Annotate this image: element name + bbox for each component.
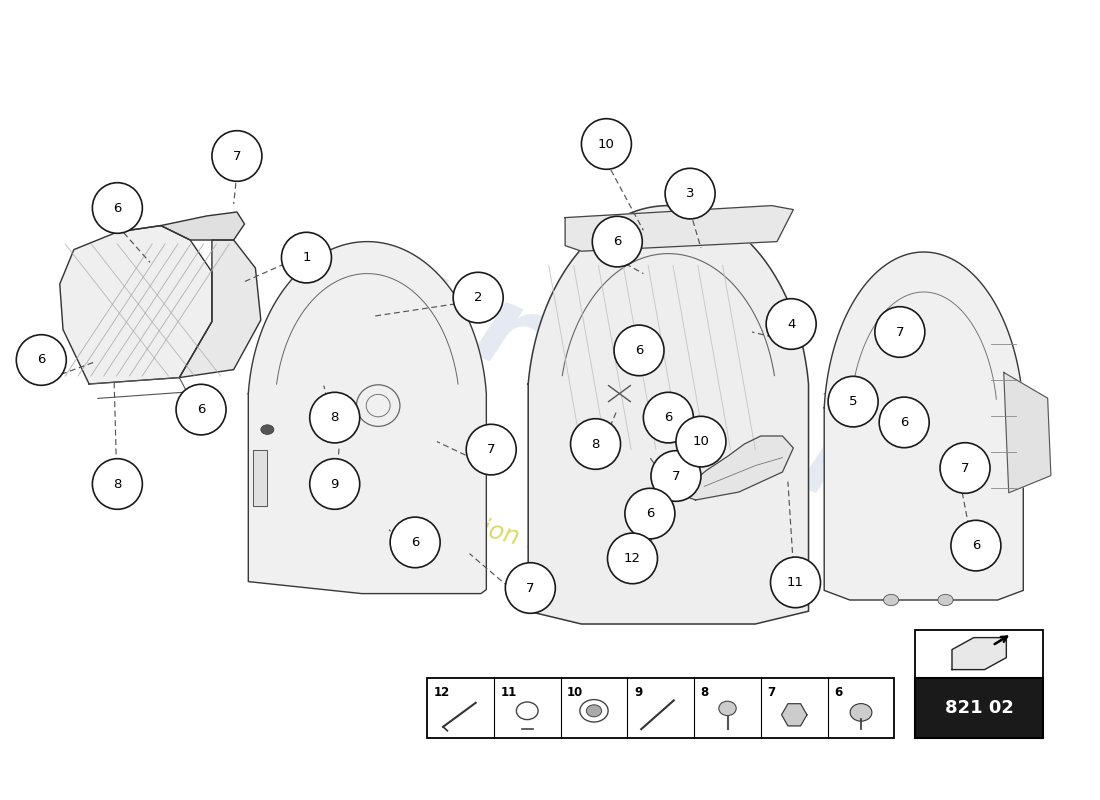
Text: 2: 2 xyxy=(474,291,483,304)
Ellipse shape xyxy=(176,384,226,435)
Polygon shape xyxy=(528,206,808,624)
Text: 6: 6 xyxy=(635,344,643,357)
Text: 10: 10 xyxy=(598,138,615,150)
Ellipse shape xyxy=(940,442,990,494)
Text: 1: 1 xyxy=(302,251,310,264)
Polygon shape xyxy=(179,240,261,378)
Text: 6: 6 xyxy=(664,411,672,424)
Ellipse shape xyxy=(651,450,701,502)
Text: 6: 6 xyxy=(411,536,419,549)
Ellipse shape xyxy=(592,216,642,267)
Ellipse shape xyxy=(874,306,925,358)
Polygon shape xyxy=(565,206,793,251)
Ellipse shape xyxy=(92,182,142,234)
Text: 8: 8 xyxy=(701,686,708,698)
Text: 12: 12 xyxy=(624,552,641,565)
Text: 7: 7 xyxy=(960,462,969,474)
Ellipse shape xyxy=(718,701,736,715)
Polygon shape xyxy=(59,226,212,384)
Text: a passion for parts since 1985: a passion for parts since 1985 xyxy=(402,495,772,617)
Ellipse shape xyxy=(644,392,693,443)
Polygon shape xyxy=(952,638,1006,670)
Ellipse shape xyxy=(614,325,664,376)
Ellipse shape xyxy=(282,232,331,283)
Text: 3: 3 xyxy=(685,187,694,200)
Polygon shape xyxy=(824,252,1023,600)
Ellipse shape xyxy=(770,557,821,608)
Text: 6: 6 xyxy=(646,507,654,520)
Polygon shape xyxy=(782,704,807,726)
FancyBboxPatch shape xyxy=(915,678,1043,738)
Text: 7: 7 xyxy=(895,326,904,338)
Ellipse shape xyxy=(676,416,726,467)
Text: 11: 11 xyxy=(786,576,804,589)
Circle shape xyxy=(938,594,953,606)
Ellipse shape xyxy=(92,458,142,510)
Text: 7: 7 xyxy=(487,443,495,456)
Text: 6: 6 xyxy=(113,202,122,214)
Text: 8: 8 xyxy=(113,478,122,490)
Ellipse shape xyxy=(466,424,516,475)
Ellipse shape xyxy=(879,397,930,448)
Polygon shape xyxy=(118,212,244,240)
Text: 9: 9 xyxy=(330,478,339,490)
Polygon shape xyxy=(249,242,486,594)
Text: 6: 6 xyxy=(834,686,843,698)
Circle shape xyxy=(261,425,274,434)
FancyBboxPatch shape xyxy=(427,678,894,738)
Ellipse shape xyxy=(767,298,816,350)
Polygon shape xyxy=(684,436,793,500)
Ellipse shape xyxy=(607,533,658,584)
Text: 11: 11 xyxy=(500,686,517,698)
Text: 7: 7 xyxy=(672,470,680,482)
Text: 6: 6 xyxy=(37,354,45,366)
Ellipse shape xyxy=(453,272,503,323)
Text: 8: 8 xyxy=(592,438,600,450)
Text: 6: 6 xyxy=(900,416,909,429)
Text: 7: 7 xyxy=(233,150,241,162)
Ellipse shape xyxy=(666,168,715,219)
Ellipse shape xyxy=(310,392,360,443)
Text: 6: 6 xyxy=(197,403,206,416)
Ellipse shape xyxy=(586,705,602,717)
Text: 7: 7 xyxy=(768,686,776,698)
Ellipse shape xyxy=(582,118,631,170)
Polygon shape xyxy=(253,450,267,506)
Text: 6: 6 xyxy=(613,235,621,248)
Text: 12: 12 xyxy=(433,686,450,698)
Polygon shape xyxy=(1003,373,1050,493)
Text: 6: 6 xyxy=(971,539,980,552)
Ellipse shape xyxy=(390,517,440,568)
Ellipse shape xyxy=(16,334,66,386)
Ellipse shape xyxy=(571,418,620,470)
Ellipse shape xyxy=(950,520,1001,571)
Text: 4: 4 xyxy=(786,318,795,330)
Text: 10: 10 xyxy=(568,686,583,698)
Ellipse shape xyxy=(828,376,878,427)
Text: 821 02: 821 02 xyxy=(945,698,1013,717)
Circle shape xyxy=(883,594,899,606)
Ellipse shape xyxy=(212,130,262,182)
FancyBboxPatch shape xyxy=(915,630,1043,678)
Ellipse shape xyxy=(850,704,872,722)
Text: eurospares: eurospares xyxy=(317,219,1009,581)
Text: 10: 10 xyxy=(693,435,710,448)
Ellipse shape xyxy=(505,562,556,614)
Ellipse shape xyxy=(310,458,360,510)
Text: 5: 5 xyxy=(849,395,857,408)
Text: 8: 8 xyxy=(330,411,339,424)
Ellipse shape xyxy=(625,488,675,539)
Text: 7: 7 xyxy=(526,582,535,594)
Text: 9: 9 xyxy=(634,686,642,698)
